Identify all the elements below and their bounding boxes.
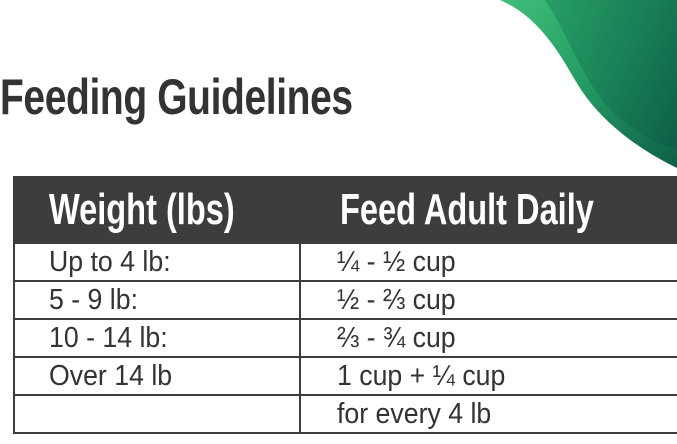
table-header-row: Weight (lbs) Feed Adult Daily [14,177,677,243]
feeding-table: Weight (lbs) Feed Adult Daily Up to 4 lb… [13,176,677,434]
weight-cell: 5 - 9 lb: [13,280,301,320]
weight-cell: Up to 4 lb: [13,242,301,282]
header-weight: Weight (lbs) [14,177,300,243]
table-row: for every 4 lb [13,394,677,434]
table-row: Up to 4 lb: ¼ - ½ cup [13,242,677,282]
table-row: 10 - 14 lb: ⅔ - ¾ cup [13,318,677,358]
amount-cell: ⅔ - ¾ cup [298,318,677,358]
weight-cell [13,394,301,434]
table-row: 5 - 9 lb: ½ - ⅔ cup [13,280,677,320]
amount-cell: 1 cup + ¼ cup [298,356,677,396]
page-title: Feeding Guidelines [0,69,353,125]
green-swoosh-decoration [500,0,677,168]
amount-cell: for every 4 lb [298,394,677,434]
weight-cell: Over 14 lb [13,356,301,396]
table-row: Over 14 lb 1 cup + ¼ cup [13,356,677,396]
amount-cell: ¼ - ½ cup [298,242,677,282]
weight-cell: 10 - 14 lb: [13,318,301,358]
header-feed: Feed Adult Daily [299,177,677,243]
amount-cell: ½ - ⅔ cup [298,280,677,320]
